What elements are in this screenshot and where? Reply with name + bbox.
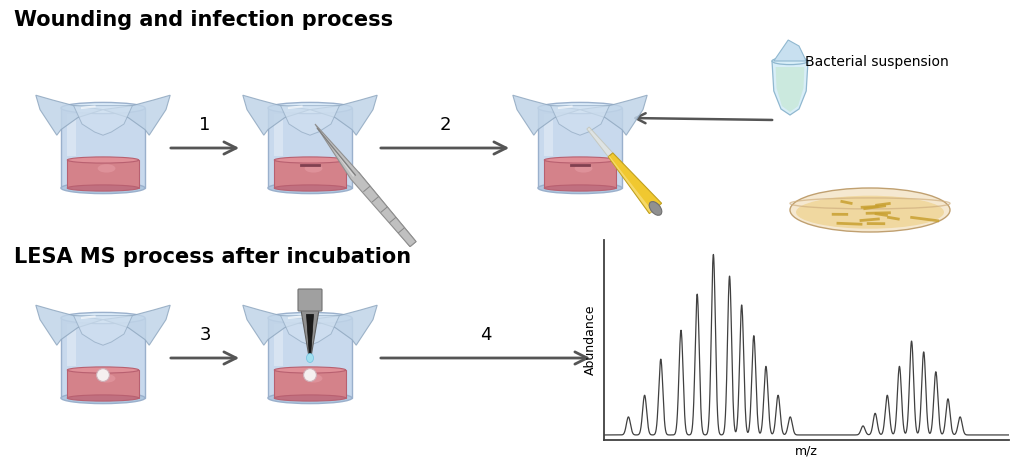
- Ellipse shape: [268, 312, 352, 323]
- Polygon shape: [243, 95, 310, 135]
- FancyBboxPatch shape: [68, 160, 138, 188]
- Ellipse shape: [97, 374, 116, 383]
- Circle shape: [96, 369, 110, 382]
- Polygon shape: [772, 61, 808, 115]
- Text: 4: 4: [480, 326, 492, 344]
- Polygon shape: [281, 106, 339, 135]
- Text: 3: 3: [200, 326, 211, 344]
- Polygon shape: [587, 127, 612, 157]
- Ellipse shape: [68, 185, 138, 191]
- Ellipse shape: [61, 312, 145, 323]
- Ellipse shape: [274, 395, 346, 401]
- Ellipse shape: [649, 202, 662, 215]
- FancyBboxPatch shape: [274, 160, 346, 188]
- Ellipse shape: [268, 392, 352, 404]
- Circle shape: [303, 369, 316, 382]
- FancyBboxPatch shape: [298, 289, 322, 311]
- Ellipse shape: [68, 367, 138, 373]
- FancyBboxPatch shape: [545, 160, 615, 188]
- Polygon shape: [774, 40, 806, 61]
- Polygon shape: [68, 114, 76, 156]
- Ellipse shape: [61, 392, 145, 404]
- Ellipse shape: [545, 157, 615, 163]
- FancyBboxPatch shape: [61, 318, 145, 398]
- Polygon shape: [580, 95, 647, 135]
- Ellipse shape: [538, 103, 622, 114]
- Polygon shape: [608, 153, 662, 213]
- Text: Wounding and infection process: Wounding and infection process: [14, 10, 393, 30]
- X-axis label: m/z: m/z: [795, 445, 818, 458]
- Polygon shape: [310, 95, 377, 135]
- Polygon shape: [315, 124, 416, 247]
- Ellipse shape: [61, 103, 145, 114]
- Ellipse shape: [574, 164, 593, 172]
- Polygon shape: [551, 106, 609, 135]
- Polygon shape: [243, 305, 310, 345]
- Polygon shape: [306, 315, 313, 354]
- Polygon shape: [317, 126, 355, 177]
- FancyBboxPatch shape: [538, 108, 622, 188]
- FancyBboxPatch shape: [61, 108, 145, 188]
- FancyBboxPatch shape: [268, 108, 352, 188]
- Polygon shape: [608, 156, 652, 213]
- Ellipse shape: [306, 354, 313, 363]
- Ellipse shape: [305, 164, 323, 172]
- Ellipse shape: [68, 395, 138, 401]
- Polygon shape: [310, 305, 377, 345]
- FancyBboxPatch shape: [274, 370, 346, 398]
- Ellipse shape: [790, 188, 950, 232]
- Polygon shape: [36, 305, 103, 345]
- Ellipse shape: [772, 57, 808, 65]
- Polygon shape: [513, 95, 580, 135]
- FancyBboxPatch shape: [268, 318, 352, 398]
- Polygon shape: [74, 106, 132, 135]
- Polygon shape: [301, 310, 319, 354]
- Polygon shape: [74, 315, 132, 345]
- Text: LESA MS process after incubation: LESA MS process after incubation: [14, 247, 411, 267]
- Polygon shape: [545, 114, 553, 156]
- Ellipse shape: [545, 185, 615, 191]
- Ellipse shape: [274, 185, 346, 191]
- Polygon shape: [103, 95, 170, 135]
- Polygon shape: [281, 315, 339, 345]
- Polygon shape: [103, 305, 170, 345]
- Polygon shape: [36, 95, 103, 135]
- FancyBboxPatch shape: [68, 370, 138, 398]
- Ellipse shape: [305, 374, 323, 383]
- Polygon shape: [274, 114, 283, 156]
- Y-axis label: Abundance: Abundance: [585, 305, 597, 376]
- Ellipse shape: [796, 196, 944, 229]
- Ellipse shape: [268, 103, 352, 114]
- Polygon shape: [274, 324, 283, 366]
- Polygon shape: [775, 67, 805, 112]
- Ellipse shape: [68, 157, 138, 163]
- Ellipse shape: [274, 157, 346, 163]
- Text: 2: 2: [439, 116, 451, 134]
- Ellipse shape: [61, 182, 145, 193]
- Ellipse shape: [274, 367, 346, 373]
- Text: 1: 1: [200, 116, 211, 134]
- Polygon shape: [68, 324, 76, 366]
- Ellipse shape: [538, 182, 622, 193]
- Ellipse shape: [268, 182, 352, 193]
- Text: Bacterial suspension: Bacterial suspension: [805, 55, 949, 69]
- Polygon shape: [352, 172, 416, 247]
- Ellipse shape: [97, 164, 116, 172]
